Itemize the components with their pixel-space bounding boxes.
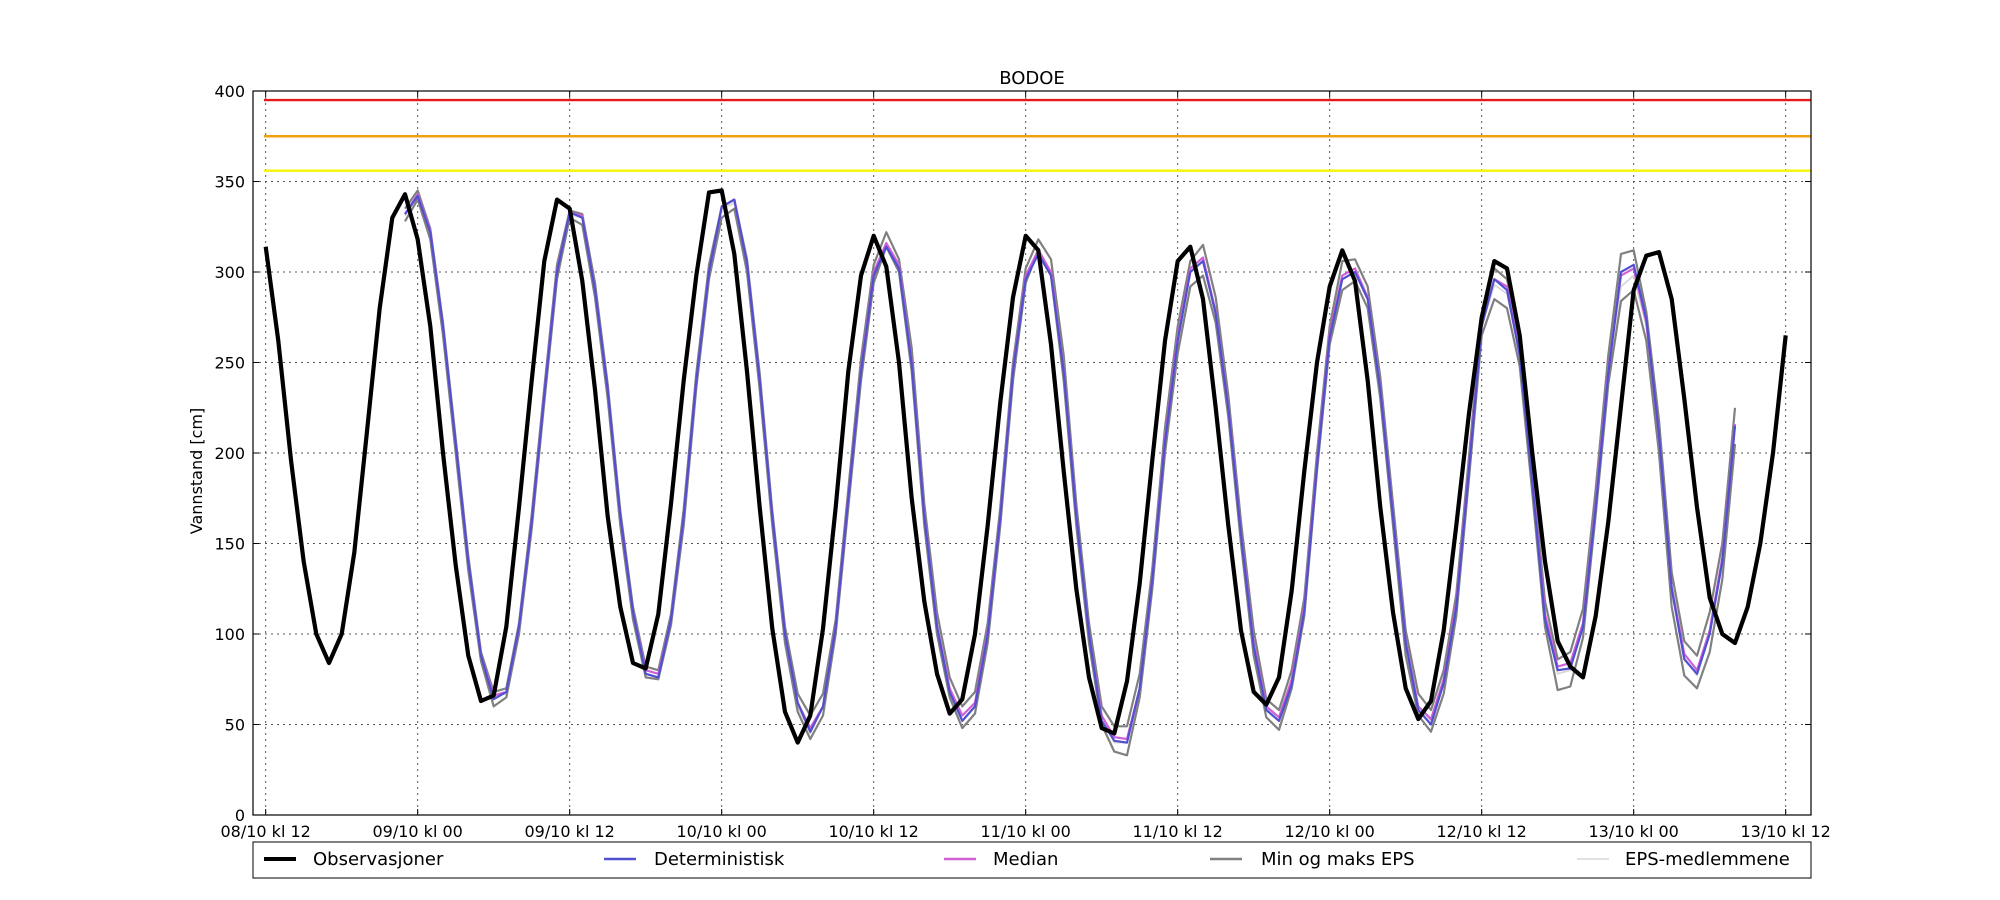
legend-box (252, 841, 1812, 879)
grid (253, 91, 1811, 815)
legend-label-deterministic: Deterministisk (654, 849, 785, 870)
y-tick-label: 350 (214, 173, 245, 192)
x-tick-label: 11/10 kl 12 (1132, 822, 1222, 841)
x-tick-label: 12/10 kl 12 (1436, 822, 1526, 841)
x-tick-label: 08/10 kl 12 (220, 822, 310, 841)
series-line-deterministisk (404, 194, 1737, 744)
legend: Observasjoner Deterministisk Median Min … (252, 841, 1812, 879)
y-tick-label: 300 (214, 263, 245, 282)
legend-label-observations: Observasjoner (313, 849, 444, 870)
x-tick-label: 12/10 kl 00 (1284, 822, 1374, 841)
x-tick-label: 09/10 kl 00 (372, 822, 462, 841)
x-axis: 08/10 kl 12 09/10 kl 00 09/10 kl 12 10/10 k… (220, 91, 1831, 841)
legend-label-median: Median (993, 849, 1058, 870)
y-tick-label: 250 (214, 354, 245, 373)
y-axis-label: Vannstand [cm] (187, 408, 206, 534)
series-lines (263, 188, 1788, 757)
y-tick-label: 100 (214, 625, 245, 644)
y-tick-label: 50 (225, 716, 245, 735)
x-tick-label: 10/10 kl 12 (828, 822, 918, 841)
legend-label-minmax: Min og maks EPS (1261, 849, 1415, 870)
legend-label-members: EPS-medlemmene (1625, 849, 1790, 870)
x-tick-label: 13/10 kl 00 (1588, 822, 1678, 841)
x-tick-label: 09/10 kl 12 (524, 822, 614, 841)
chart-title: BODOE (999, 68, 1065, 89)
x-tick-label: 11/10 kl 00 (980, 822, 1070, 841)
plot-frame (252, 90, 1812, 816)
y-tick-label: 150 (214, 535, 245, 554)
x-tick-label: 13/10 kl 12 (1740, 822, 1830, 841)
series-line-observasjoner (263, 188, 1788, 745)
y-axis: 0 50 100 150 200 250 300 350 400 (214, 82, 1811, 825)
y-tick-label: 200 (214, 444, 245, 463)
x-tick-label: 10/10 kl 00 (676, 822, 766, 841)
y-tick-label: 400 (214, 82, 245, 101)
y-tick-label: 0 (235, 806, 245, 825)
threshold-lines (264, 98, 1811, 172)
